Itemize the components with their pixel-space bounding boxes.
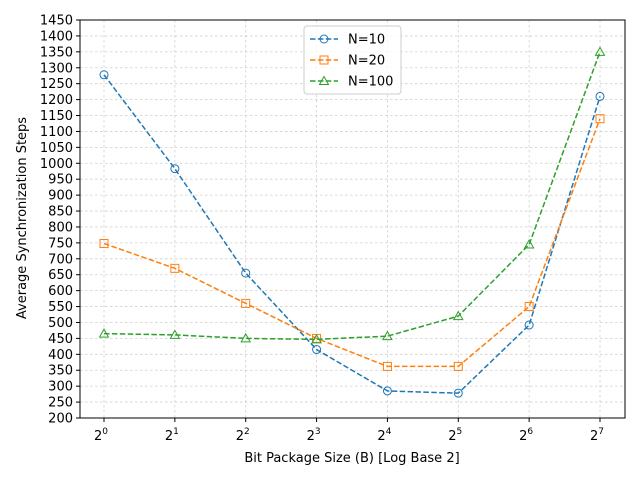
data-point-square xyxy=(99,239,109,249)
x-tick-label: 27 xyxy=(590,427,604,444)
y-axis-ticks: 2002503003504004505005506006507007508008… xyxy=(40,14,80,427)
x-tick-label: 21 xyxy=(165,427,179,444)
data-point-triangle xyxy=(594,46,606,56)
y-tick-label: 500 xyxy=(48,316,73,331)
y-tick-label: 700 xyxy=(48,252,73,267)
data-point-circle xyxy=(312,345,322,355)
grid-lines xyxy=(80,19,625,419)
data-point-circle xyxy=(382,386,392,396)
data-point-triangle xyxy=(169,329,181,339)
legend-item: N=10 xyxy=(310,33,385,48)
x-axis-ticks: 20 21 22 23 24 25 26 27 xyxy=(94,418,604,444)
y-tick-label: 350 xyxy=(48,364,73,379)
data-point-square xyxy=(170,263,180,273)
data-point-triangle xyxy=(240,332,252,343)
y-tick-label: 450 xyxy=(48,332,73,347)
y-tick-label: 650 xyxy=(48,268,73,283)
series-n-100 xyxy=(98,46,606,344)
y-tick-label: 400 xyxy=(48,348,73,363)
legend: N=10 N=20 N=100 xyxy=(303,25,402,95)
data-point-triangle xyxy=(98,328,110,338)
y-tick-label: 1250 xyxy=(40,77,73,92)
series-n-10 xyxy=(99,70,605,398)
data-point-square xyxy=(453,361,463,371)
series-line xyxy=(103,118,601,368)
y-tick-label: 1150 xyxy=(40,109,73,124)
x-tick-label: 26 xyxy=(519,427,533,444)
x-tick-label: 23 xyxy=(307,427,321,444)
legend-label: N=10 xyxy=(348,33,385,48)
y-tick-label: 800 xyxy=(48,220,73,235)
data-point-square xyxy=(319,55,329,65)
y-tick-label: 250 xyxy=(48,396,73,411)
series-n-20 xyxy=(99,114,605,371)
data-point-square xyxy=(524,302,534,312)
x-tick-label: 25 xyxy=(448,427,462,444)
data-point-circle xyxy=(524,320,534,330)
y-tick-label: 850 xyxy=(48,205,73,220)
legend-label: N=100 xyxy=(348,75,393,90)
data-point-circle xyxy=(99,70,109,80)
data-point-triangle xyxy=(311,333,322,344)
legend-label: N=20 xyxy=(348,54,385,69)
data-point-circle xyxy=(453,388,463,398)
x-tick-label: 24 xyxy=(377,427,391,444)
legend-box xyxy=(303,25,402,95)
y-tick-label: 1450 xyxy=(40,14,73,29)
y-tick-label: 1400 xyxy=(40,29,73,44)
data-point-circle xyxy=(241,268,251,278)
y-tick-label: 900 xyxy=(48,189,73,204)
data-point-square xyxy=(595,114,605,124)
series-line xyxy=(103,74,601,394)
series-lines xyxy=(98,46,606,398)
data-point-circle xyxy=(170,164,180,174)
x-tick-label: 22 xyxy=(236,427,250,444)
x-axis-label: Bit Package Size (B) [Log Base 2] xyxy=(244,451,459,466)
y-tick-label: 300 xyxy=(48,380,73,395)
series-line xyxy=(103,51,601,341)
y-tick-label: 600 xyxy=(48,284,73,299)
legend-item: N=100 xyxy=(310,75,393,90)
data-point-square xyxy=(382,361,392,371)
data-point-circle xyxy=(319,34,329,44)
data-point-triangle xyxy=(452,310,464,321)
data-point-triangle xyxy=(382,330,393,341)
y-tick-label: 1350 xyxy=(40,45,73,60)
axes xyxy=(79,19,626,419)
y-tick-label: 1050 xyxy=(40,141,73,156)
y-tick-label: 550 xyxy=(48,300,73,315)
y-tick-label: 1000 xyxy=(40,157,73,172)
y-tick-label: 1200 xyxy=(40,93,73,108)
y-tick-label: 750 xyxy=(48,236,73,251)
legend-item: N=20 xyxy=(310,54,385,69)
y-tick-label: 950 xyxy=(48,173,73,188)
data-point-circle xyxy=(595,91,605,101)
y-tick-label: 1300 xyxy=(40,61,73,76)
data-point-square xyxy=(241,298,251,308)
y-tick-label: 200 xyxy=(48,412,73,427)
data-point-triangle xyxy=(318,75,330,85)
y-axis-label: Average Synchronization Steps xyxy=(15,117,30,319)
plot-frame xyxy=(79,19,626,419)
x-tick-label: 20 xyxy=(94,427,108,444)
y-tick-label: 1100 xyxy=(40,125,73,140)
data-point-triangle xyxy=(523,238,535,249)
